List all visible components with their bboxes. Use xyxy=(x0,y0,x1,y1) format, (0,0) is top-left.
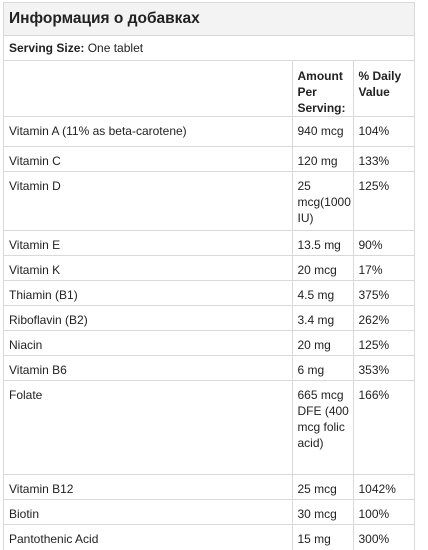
table-row: Niacin 20 mg 125% xyxy=(4,330,414,356)
nutrient-amount: 20 mg xyxy=(291,330,353,356)
nutrient-daily-value: 17% xyxy=(352,255,414,281)
nutrient-name: Niacin xyxy=(4,330,292,356)
nutrient-amount: 665 mcg DFE (400 mcg folic acid) xyxy=(291,380,353,475)
nutrient-name: Riboflavin (B2) xyxy=(4,305,292,331)
table-row: Riboflavin (B2) 3.4 mg 262% xyxy=(4,305,414,331)
table-row: Vitamin C 120 mg 133% xyxy=(4,146,414,172)
table-row: Vitamin B6 6 mg 353% xyxy=(4,355,414,381)
nutrient-name: Folate xyxy=(4,380,292,475)
nutrient-amount: 15 mg xyxy=(291,524,353,550)
nutrient-amount: 6 mg xyxy=(291,355,353,381)
nutrient-daily-value: 353% xyxy=(352,355,414,381)
nutrient-amount: 20 mcg xyxy=(291,255,353,281)
nutrient-amount: 25 mcg(1000 IU) xyxy=(291,171,353,231)
nutrient-daily-value: 262% xyxy=(352,305,414,331)
table-row: Thiamin (B1) 4.5 mg 375% xyxy=(4,280,414,306)
nutrient-daily-value: 133% xyxy=(352,146,414,172)
panel-title: Информация о добавках xyxy=(4,3,414,36)
nutrient-daily-value: 125% xyxy=(352,330,414,356)
nutrient-amount: 4.5 mg xyxy=(291,280,353,306)
nutrient-daily-value: 1042% xyxy=(352,474,414,500)
nutrient-table: Amount Per Serving: % Daily Value Vitami… xyxy=(4,61,414,550)
nutrient-column-header xyxy=(4,61,292,117)
nutrient-name: Thiamin (B1) xyxy=(4,280,292,306)
table-row: Vitamin E 13.5 mg 90% xyxy=(4,230,414,256)
nutrient-daily-value: 375% xyxy=(352,280,414,306)
nutrient-name: Biotin xyxy=(4,499,292,525)
nutrient-amount: 940 mcg xyxy=(291,116,353,147)
nutrient-name: Vitamin B12 xyxy=(4,474,292,500)
nutrient-amount: 120 mg xyxy=(291,146,353,172)
nutrient-daily-value: 300% xyxy=(352,524,414,550)
nutrient-name: Vitamin E xyxy=(4,230,292,256)
table-row: Vitamin K 20 mcg 17% xyxy=(4,255,414,281)
nutrient-name: Vitamin K xyxy=(4,255,292,281)
nutrient-daily-value: 104% xyxy=(352,116,414,147)
daily-value-column-header: % Daily Value xyxy=(352,61,414,117)
nutrient-daily-value: 100% xyxy=(352,499,414,525)
amount-column-header: Amount Per Serving: xyxy=(291,61,353,117)
nutrient-name: Vitamin A (11% as beta-carotene) xyxy=(4,116,292,147)
nutrient-name: Vitamin D xyxy=(4,171,292,231)
serving-size-label: Serving Size: xyxy=(9,41,85,55)
table-row: Vitamin B12 25 mcg 1042% xyxy=(4,474,414,500)
nutrient-amount: 25 mcg xyxy=(291,474,353,500)
nutrient-daily-value: 166% xyxy=(352,380,414,475)
nutrient-name: Vitamin B6 xyxy=(4,355,292,381)
nutrient-daily-value: 90% xyxy=(352,230,414,256)
nutrient-amount: 13.5 mg xyxy=(291,230,353,256)
table-row: Biotin 30 mcg 100% xyxy=(4,499,414,525)
table-row: Folate 665 mcg DFE (400 mcg folic acid) 16… xyxy=(4,380,414,475)
nutrient-daily-value: 125% xyxy=(352,171,414,231)
table-row: Vitamin A (11% as beta-carotene) 940 mcg 1… xyxy=(4,116,414,147)
nutrient-amount: 3.4 mg xyxy=(291,305,353,331)
nutrient-name: Pantothenic Acid xyxy=(4,524,292,550)
serving-size-value: One tablet xyxy=(87,41,144,55)
nutrient-name: Vitamin C xyxy=(4,146,292,172)
table-row: Vitamin D 25 mcg(1000 IU) 125% xyxy=(4,171,414,231)
nutrient-amount: 30 mcg xyxy=(291,499,353,525)
supplement-facts-panel: Информация о добавках Serving Size: One … xyxy=(3,2,415,550)
serving-size: Serving Size: One tablet xyxy=(4,36,414,61)
table-row: Pantothenic Acid 15 mg 300% xyxy=(4,524,414,550)
table-header-row: Amount Per Serving: % Daily Value xyxy=(4,61,414,117)
